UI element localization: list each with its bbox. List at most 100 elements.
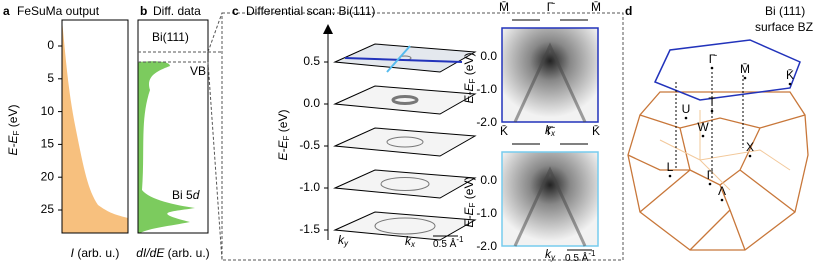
label-sub: x [550, 129, 556, 138]
label-sub: x [410, 240, 416, 249]
axis-box [137, 19, 209, 234]
y-tick-label: -1.0 [476, 82, 497, 96]
axis-box [61, 19, 129, 234]
label-unit: (eV) [462, 53, 476, 79]
panel-title: Differential scan: Bi(111) [246, 4, 375, 18]
axis-arrow [323, 24, 333, 34]
label-main: k [405, 234, 412, 248]
panel-title: FeSuMa output [17, 4, 100, 18]
label-main: 0.5 Å [565, 251, 589, 264]
bz-point [668, 174, 672, 178]
scale-label: 0.5 Å-1 [433, 235, 464, 250]
y-tick-label: -1.0 [299, 180, 320, 194]
y-axis-label: E-EF (eV) [6, 105, 21, 156]
bz-point-label: U [682, 102, 691, 116]
y-tick-label: -0.5 [299, 138, 320, 152]
energy-slice [333, 127, 477, 157]
bz-point-label: M̄ [740, 62, 750, 76]
bz-point-label: Λ [718, 184, 726, 198]
axis-label: ky [338, 233, 349, 248]
label-main: E-E [6, 134, 20, 155]
label-main: E-E [462, 206, 476, 227]
y-tick-label: -2.0 [476, 115, 497, 129]
k-point-label: M̄ [591, 0, 601, 14]
k-point-label: Γ̄ [547, 0, 556, 14]
y-tick-label: -2.0 [476, 239, 497, 253]
bz-point-label: Γ̄ [709, 52, 718, 66]
bz-point [708, 182, 712, 186]
x-axis-label: kx [545, 123, 556, 138]
y-tick-label: 5 [47, 71, 54, 85]
bz-point-label: T [708, 95, 716, 109]
x-axis-label: dI/dE (arb. u.) [136, 246, 209, 260]
panel-title: Diff. data [153, 4, 201, 18]
label-unit: (eV) [276, 110, 290, 136]
label-main: 0.5 Å [433, 237, 457, 250]
label-sub: y [343, 239, 349, 248]
bz-point [710, 109, 714, 113]
label-sub: F [468, 202, 477, 207]
bz-point [720, 198, 724, 202]
label-main: dI/dE [136, 246, 165, 260]
bz-point-label: L [667, 160, 674, 174]
x-axis-label: ky [545, 247, 556, 262]
annotation-main: Bi 5 [172, 188, 193, 202]
panel-title: surface BZ [755, 20, 813, 34]
k-point-label: Γ̄ [547, 124, 556, 138]
y-axis-label: E-EF (eV) [462, 53, 477, 104]
bz-point [743, 76, 747, 80]
label-main: k [545, 123, 552, 137]
panel-letter: b [140, 4, 147, 18]
bz-point-label: X [746, 140, 754, 154]
energy-slice [333, 43, 477, 73]
y-axis-label: E-EF (eV) [276, 110, 291, 161]
energy-slice [333, 169, 477, 199]
label-sub: F [12, 130, 21, 135]
bz-point [748, 154, 752, 158]
label-main: E-E [276, 139, 290, 160]
zoom-box [221, 12, 624, 261]
y-tick-label: 25 [41, 202, 55, 216]
y-tick-label: 0.0 [480, 49, 497, 63]
projection-lines [675, 72, 744, 180]
panel-letter: c [232, 4, 239, 18]
range-marker [207, 61, 223, 261]
label-main: k [545, 247, 552, 261]
cut-line [344, 57, 463, 63]
bz-point-label: Γ [707, 168, 714, 182]
y-axis-label: E-EF (eV) [462, 177, 477, 228]
bz-point-label: W [697, 120, 709, 134]
y-tick-label: -1.0 [476, 206, 497, 220]
y-tick-label: 0.5 [303, 54, 320, 68]
slice-feature [374, 217, 436, 235]
energy-slice [333, 211, 477, 241]
label-unit: (arb. u.) [164, 246, 209, 260]
label-main: k [338, 233, 345, 247]
panel-letter: a [3, 4, 10, 18]
axis-label: kx [405, 234, 416, 249]
label-unit: (arb. u.) [74, 246, 119, 260]
label-sub: F [468, 78, 477, 83]
energy-slice [333, 85, 477, 115]
label-sup: -1 [456, 235, 464, 244]
annotation-italic: d [193, 188, 200, 202]
slice-feature [380, 177, 430, 191]
y-tick-label: 10 [41, 104, 55, 118]
difference-area [138, 61, 195, 233]
annotation: Bi 5d [172, 188, 200, 202]
scale-label: 0.5 Å-1 [565, 249, 596, 264]
arpes-image [501, 27, 599, 123]
surface-bz [653, 39, 801, 101]
k-point-label: K̄ [592, 124, 600, 138]
bz-point [710, 66, 714, 70]
cut-line [386, 45, 411, 73]
bulk-bz-back [659, 110, 791, 191]
bz-point [788, 82, 792, 86]
intensity-area [62, 20, 128, 233]
label-sub: F [282, 135, 291, 140]
k-point-label: M̄ [499, 0, 509, 14]
y-tick-label: 0.0 [303, 96, 320, 110]
label-main: I [71, 246, 75, 260]
band [513, 42, 587, 123]
